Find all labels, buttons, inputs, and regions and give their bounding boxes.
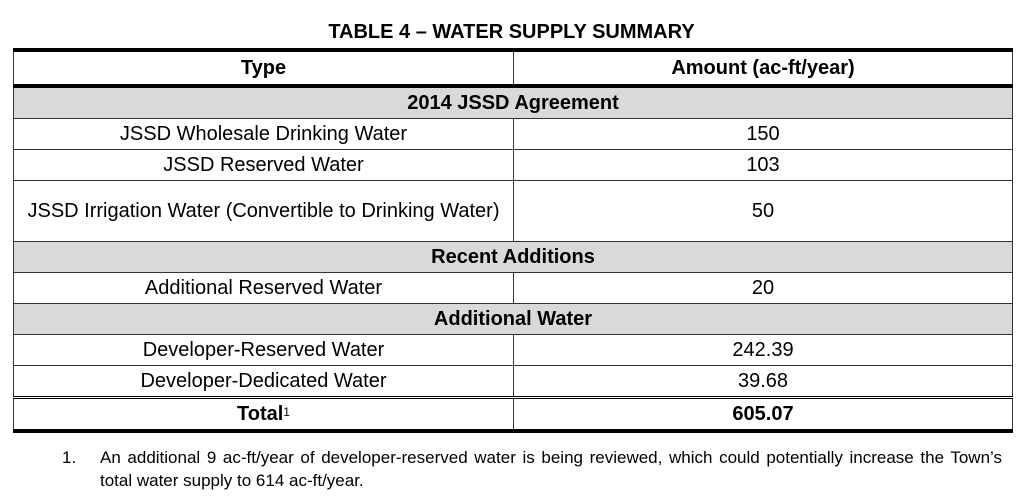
footnote-number: 1. — [62, 448, 77, 467]
table-title: TABLE 4 – WATER SUPPLY SUMMARY — [328, 21, 695, 43]
type-cell: Additional Reserved Water — [13, 272, 514, 304]
section-row: Recent Additions — [13, 241, 1013, 273]
table-row: Developer-Dedicated Water 39.68 — [13, 365, 1013, 398]
header-row: Type Amount (ac-ft/year) — [13, 48, 1013, 87]
type-cell: JSSD Wholesale Drinking Water — [13, 118, 514, 150]
table-row: JSSD Wholesale Drinking Water 150 — [13, 118, 1013, 150]
table-row: Additional Reserved Water 20 — [13, 272, 1013, 304]
type-cell: Developer-Dedicated Water — [13, 365, 514, 398]
total-row: Total1 605.07 — [13, 396, 1013, 433]
amount-cell: 50 — [513, 180, 1013, 242]
section-row: 2014 JSSD Agreement — [13, 84, 1013, 119]
total-label: Total — [237, 403, 284, 425]
section-label: 2014 JSSD Agreement — [13, 84, 1013, 119]
table-row: Developer-Reserved Water 242.39 — [13, 334, 1013, 366]
section-label: Recent Additions — [13, 241, 1013, 273]
amount-cell: 150 — [513, 118, 1013, 150]
amount-cell: 39.68 — [513, 365, 1013, 398]
amount-cell: 103 — [513, 149, 1013, 181]
type-cell: JSSD Reserved Water — [13, 149, 514, 181]
footnote-text: An additional 9 ac-ft/year of developer-… — [100, 448, 1002, 490]
section-row: Additional Water — [13, 303, 1013, 335]
type-cell: Developer-Reserved Water — [13, 334, 514, 366]
header-amount: Amount (ac-ft/year) — [513, 48, 1013, 87]
footnote-ref: 1 — [283, 405, 290, 419]
amount-cell: 20 — [513, 272, 1013, 304]
total-label-cell: Total1 — [13, 396, 514, 433]
table-row: JSSD Irrigation Water (Convertible to Dr… — [13, 180, 1013, 242]
section-label: Additional Water — [13, 303, 1013, 335]
type-cell: JSSD Irrigation Water (Convertible to Dr… — [13, 180, 514, 242]
water-supply-table: Type Amount (ac-ft/year) 2014 JSSD Agree… — [13, 48, 1013, 433]
amount-cell: 242.39 — [513, 334, 1013, 366]
header-type: Type — [13, 48, 514, 87]
table-row: JSSD Reserved Water 103 — [13, 149, 1013, 181]
footnote: 1. An additional 9 ac-ft/year of develop… — [62, 446, 1002, 492]
total-amount: 605.07 — [513, 396, 1013, 433]
